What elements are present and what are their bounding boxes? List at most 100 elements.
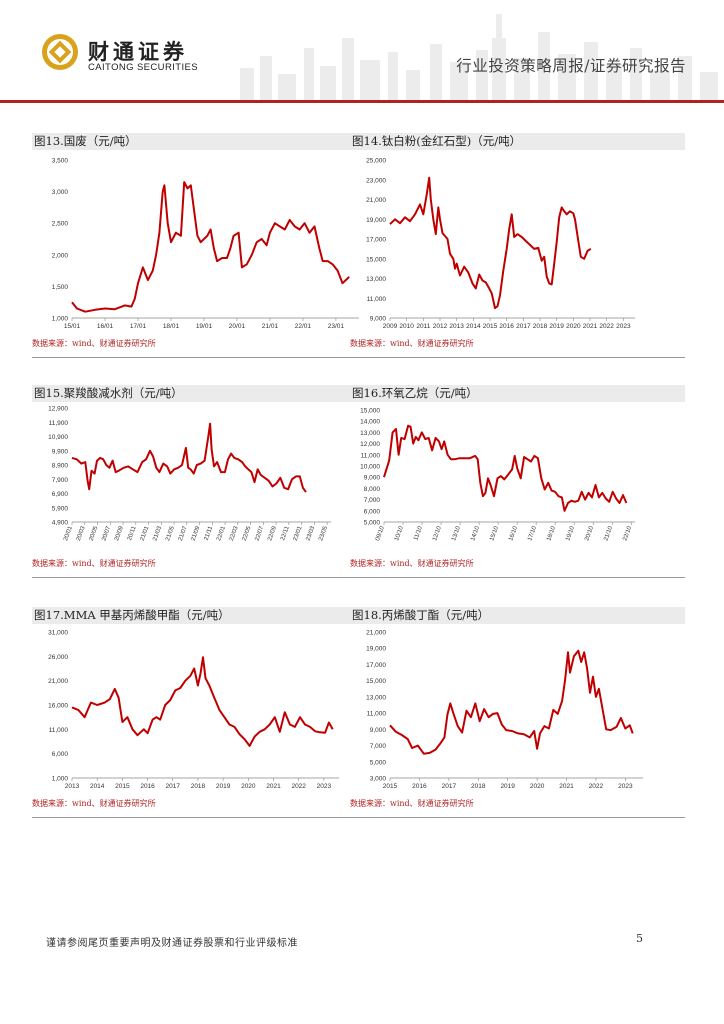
x-tick-label: 17/10 (527, 525, 538, 542)
x-tick-label: 2017 (516, 323, 531, 330)
chart-panel-17: 图17.MMA 甲基丙烯酸甲酯（元/吨） 1,000 6,000 11,000 16,… (32, 607, 367, 818)
y-tick-label: 21,000 (366, 197, 386, 204)
panel-divider (350, 577, 685, 578)
chart-title: 图14.钛白粉(金红石型)（元/吨） (350, 133, 685, 150)
source-note: 数据来源：wind、财通证券研究所 (32, 339, 156, 348)
panel-divider (350, 357, 685, 358)
y-tick-label: 9,000 (364, 475, 381, 482)
y-tick-label: 19,000 (366, 646, 386, 653)
chart-mma: 1,000 6,000 11,000 16,000 21,000 26,000 31,000… (48, 630, 339, 790)
x-tick-label: 2017 (442, 783, 457, 790)
x-tick-label: 2015 (383, 783, 398, 790)
x-tick-label: 2015 (115, 783, 130, 790)
y-tick-label: 25,000 (366, 158, 386, 165)
x-tick-label: 10/10 (394, 525, 405, 542)
header-divider (0, 100, 724, 103)
x-tick-label: 2011 (416, 323, 430, 330)
x-tick-label: 2023 (616, 323, 631, 330)
x-tick-label: 2019 (549, 323, 564, 330)
x-tick-label: 16/10 (508, 525, 519, 542)
y-tick-label: 31,000 (48, 630, 68, 637)
x-tick-label: 23/01 (328, 323, 345, 330)
x-tick-label: 2013 (449, 323, 464, 330)
y-tick-label: 13,000 (366, 276, 386, 283)
y-tick-label: 5,900 (52, 505, 69, 512)
y-tick-label: 11,000 (361, 452, 381, 459)
x-tick-label: 15/10 (489, 525, 500, 542)
y-tick-label: 19,000 (366, 217, 386, 224)
chart-panel-13: 图13.国废（元/吨） 1,000 1,500 2,000 2,500 3,000 3,5… (32, 133, 367, 358)
brand-name-en: CAITONG SECURITIES (88, 62, 198, 73)
chart-butyl-acrylate: 3,000 5,000 7,000 9,000 11,000 13,000 15,000 17… (366, 630, 643, 790)
chart-panel-14: 图14.钛白粉(金红石型)（元/吨） 9,000 11,000 13,000 15,0… (350, 133, 685, 358)
x-tick-label: 20/05 (89, 525, 100, 542)
y-tick-label: 13,000 (360, 430, 380, 437)
chart-polycarboxylate: 4,900 5,900 6,900 7,900 8,900 9,900 10,900 11,9… (48, 406, 331, 542)
panel-divider (32, 357, 367, 358)
chart-title: 图18.丙烯酸丁酯（元/吨） (350, 607, 685, 624)
y-tick-label: 7,000 (370, 743, 387, 750)
x-tick-label: 2022 (599, 323, 614, 330)
y-tick-label: 17,000 (366, 237, 386, 244)
y-tick-label: 15,000 (360, 408, 380, 415)
x-tick-label: 21/09 (191, 525, 202, 542)
x-tick-label: 2018 (191, 783, 206, 790)
x-tick-label: 2021 (266, 783, 281, 790)
chart-panel-16: 图16.环氧乙烷（元/吨） 5,000 6,000 7,000 8,000 9,000 1… (350, 385, 685, 578)
x-tick-label: 22/01 (295, 323, 312, 330)
y-tick-label: 11,000 (49, 727, 69, 734)
y-tick-label: 3,500 (52, 158, 69, 165)
y-tick-label: 13,000 (366, 694, 386, 701)
y-tick-label: 9,000 (370, 316, 387, 323)
y-tick-label: 12,900 (48, 406, 68, 413)
chart-title: 图17.MMA 甲基丙烯酸甲酯（元/吨） (32, 607, 367, 624)
y-tick-label: 7,000 (364, 497, 381, 504)
x-tick-label: 14/10 (470, 525, 481, 542)
x-tick-label: 20/01 (229, 323, 246, 330)
price-series-line (383, 424, 628, 512)
x-tick-label: 2016 (412, 783, 427, 790)
y-tick-label: 8,900 (52, 463, 69, 470)
source-note: 数据来源：wind、财通证券研究所 (32, 799, 156, 808)
x-tick-label: 11/10 (413, 525, 424, 541)
caitong-logo-icon (42, 34, 78, 70)
x-tick-label: 2021 (583, 323, 598, 330)
chart-title: 图15.聚羧酸减水剂（元/吨） (32, 385, 367, 402)
x-tick-label: 21/01 (262, 323, 279, 330)
y-tick-label: 15,000 (366, 256, 386, 263)
x-tick-label: 2021 (559, 783, 574, 790)
y-tick-label: 21,000 (366, 630, 386, 637)
x-tick-label: 22/03 (229, 525, 240, 542)
source-note: 数据来源：wind、财通证券研究所 (350, 799, 474, 808)
x-tick-label: 15/01 (64, 323, 81, 330)
report-title: 行业投资策略周报/证券研究报告 (456, 57, 686, 75)
y-tick-label: 11,000 (367, 711, 387, 718)
panel-divider (350, 817, 685, 818)
x-tick-label: 21/07 (178, 525, 189, 542)
chart-panel-15: 图15.聚羧酸减水剂（元/吨） 4,900 5,900 6,900 7,900 8,90… (32, 385, 367, 578)
y-tick-label: 15,000 (366, 678, 386, 685)
y-tick-label: 11,900 (49, 420, 69, 427)
x-tick-label: 2015 (483, 323, 498, 330)
chart-steel-scrap: 1,000 1,500 2,000 2,500 3,000 3,500 15/01 16/01… (52, 158, 359, 330)
x-tick-label: 20/03 (76, 525, 87, 542)
y-tick-label: 5,000 (364, 520, 381, 527)
y-tick-label: 7,900 (52, 477, 69, 484)
x-tick-label: 20/09 (114, 525, 125, 542)
x-tick-label: 22/05 (242, 525, 253, 542)
y-tick-label: 10,900 (48, 434, 68, 441)
x-tick-label: 22/10 (622, 525, 633, 542)
y-tick-label: 4,900 (52, 520, 69, 527)
price-series-line (71, 422, 307, 493)
price-series-line (389, 649, 634, 755)
x-tick-label: 20/07 (101, 525, 112, 542)
x-tick-label: 22/09 (267, 525, 278, 542)
x-tick-label: 23/03 (305, 525, 316, 542)
chart-panel-18: 图18.丙烯酸丁酯（元/吨） 3,000 5,000 7,000 9,000 11,00… (350, 607, 685, 818)
x-tick-label: 2020 (530, 783, 545, 790)
y-tick-label: 9,000 (370, 727, 387, 734)
y-tick-label: 9,900 (52, 448, 69, 455)
x-tick-label: 21/05 (165, 525, 176, 542)
x-tick-label: 2023 (317, 783, 332, 790)
skyline-watermark (240, 14, 718, 100)
